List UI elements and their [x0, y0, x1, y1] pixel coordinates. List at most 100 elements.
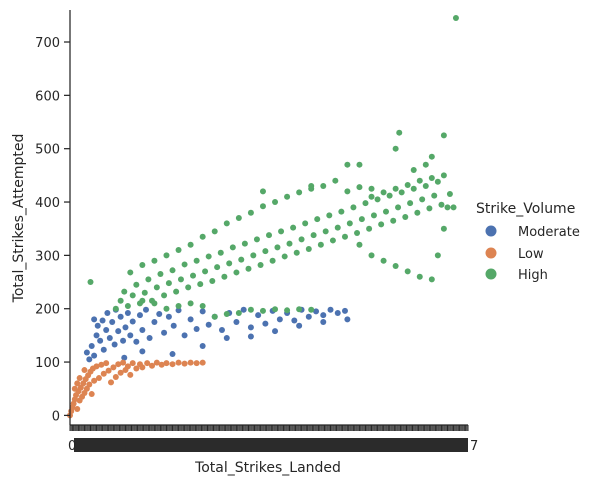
point-moderate [291, 317, 298, 324]
point-high [238, 256, 245, 263]
point-high [450, 204, 457, 211]
points-layer [67, 15, 459, 419]
y-tick-label: 700 [35, 36, 60, 51]
point-high [139, 297, 146, 304]
legend-entry-high: High [485, 268, 548, 283]
y-tick-label: 500 [35, 143, 60, 158]
point-high [233, 269, 240, 276]
point-high [332, 177, 339, 184]
point-high [151, 300, 158, 307]
point-moderate [97, 337, 104, 344]
point-moderate [142, 306, 149, 313]
point-high [151, 257, 158, 264]
point-low [120, 359, 127, 366]
point-high [145, 276, 152, 283]
point-low [93, 363, 100, 370]
point-moderate [151, 319, 158, 326]
point-high [229, 244, 236, 251]
point-high [322, 228, 329, 235]
point-moderate [341, 307, 348, 314]
point-high [414, 209, 421, 216]
point-high [153, 284, 160, 291]
point-high [438, 201, 445, 208]
point-high [124, 303, 131, 310]
point-moderate [83, 349, 90, 356]
point-high [217, 249, 224, 256]
legend: Strike_Volume Moderate Low High [476, 201, 580, 283]
y-tick-label: 200 [35, 303, 60, 318]
point-moderate [262, 320, 269, 327]
point-low [98, 361, 105, 368]
point-high [390, 217, 397, 224]
point-high [205, 253, 212, 260]
point-moderate [247, 333, 254, 340]
point-high [272, 306, 279, 313]
series-low [67, 359, 206, 419]
x-axis-title: Total_Strikes_Landed [194, 460, 341, 476]
point-high [416, 177, 423, 184]
point-low [158, 361, 165, 368]
point-high [398, 189, 405, 196]
point-high [133, 281, 140, 288]
point-high [326, 212, 333, 219]
point-moderate [146, 335, 153, 342]
point-high [422, 161, 429, 168]
point-high [293, 249, 300, 256]
point-high [446, 191, 453, 198]
point-high [199, 303, 206, 310]
point-high [235, 309, 242, 316]
y-tick-label: 0 [52, 409, 60, 424]
point-high [141, 289, 148, 296]
point-high [193, 257, 200, 264]
point-high [169, 267, 176, 274]
point-high [163, 305, 170, 312]
point-low [199, 359, 206, 366]
point-high [374, 196, 381, 203]
point-high [175, 303, 182, 310]
point-high [416, 273, 423, 280]
point-moderate [344, 316, 351, 323]
point-low [187, 359, 194, 366]
point-high [368, 193, 375, 200]
legend-marker-high [485, 268, 497, 280]
point-high [308, 306, 315, 313]
legend-entry-moderate: Moderate [485, 225, 580, 240]
point-moderate [88, 343, 95, 350]
point-high [320, 183, 327, 190]
point-moderate [313, 308, 320, 315]
point-moderate [91, 316, 98, 323]
point-low [169, 361, 176, 368]
point-high [214, 264, 221, 271]
point-high [284, 193, 291, 200]
point-moderate [240, 306, 247, 313]
point-low [74, 406, 81, 412]
point-high [344, 188, 351, 195]
point-high [223, 220, 230, 227]
point-moderate [93, 332, 100, 339]
point-high [163, 252, 170, 259]
point-high [177, 276, 184, 283]
point-high [209, 277, 216, 284]
point-high [121, 288, 128, 295]
point-moderate [187, 316, 194, 323]
point-moderate [117, 313, 124, 320]
legend-marker-low [485, 247, 497, 259]
point-high [129, 292, 136, 299]
point-high [350, 204, 357, 211]
point-low [95, 375, 102, 382]
point-high [308, 183, 315, 190]
point-high [296, 306, 303, 313]
point-high [419, 196, 426, 203]
point-high [392, 263, 399, 270]
point-high [426, 205, 433, 212]
point-high [404, 181, 411, 188]
point-high [368, 252, 375, 259]
point-high [127, 269, 134, 276]
point-high [290, 224, 297, 231]
point-high [366, 225, 373, 232]
point-high [380, 257, 387, 264]
point-moderate [205, 321, 212, 328]
point-high [356, 184, 363, 191]
point-high [444, 204, 451, 211]
point-moderate [161, 329, 168, 336]
